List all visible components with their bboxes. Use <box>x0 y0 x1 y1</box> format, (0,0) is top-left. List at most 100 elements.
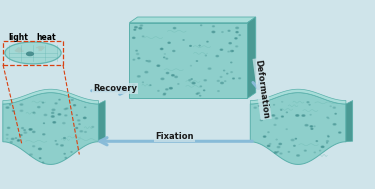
Circle shape <box>228 30 230 31</box>
Circle shape <box>286 112 287 113</box>
Circle shape <box>307 102 309 103</box>
Circle shape <box>7 138 8 139</box>
Circle shape <box>136 53 139 54</box>
Circle shape <box>328 118 329 119</box>
Circle shape <box>231 72 232 73</box>
Circle shape <box>277 146 280 148</box>
Polygon shape <box>251 89 346 104</box>
Circle shape <box>145 71 148 73</box>
Circle shape <box>238 78 240 79</box>
Circle shape <box>204 90 205 91</box>
Circle shape <box>265 116 267 117</box>
Circle shape <box>142 82 143 83</box>
Circle shape <box>29 129 32 130</box>
Circle shape <box>212 31 215 33</box>
Circle shape <box>231 50 233 52</box>
Circle shape <box>216 55 219 57</box>
Circle shape <box>30 129 32 130</box>
Circle shape <box>236 32 238 33</box>
Circle shape <box>136 50 137 51</box>
Circle shape <box>314 126 315 127</box>
Circle shape <box>282 116 284 117</box>
Circle shape <box>133 59 135 60</box>
Circle shape <box>254 107 257 108</box>
Circle shape <box>78 120 80 121</box>
Polygon shape <box>3 93 98 164</box>
Circle shape <box>172 75 174 76</box>
Circle shape <box>296 115 299 116</box>
Circle shape <box>208 68 211 69</box>
Circle shape <box>224 70 225 71</box>
Circle shape <box>291 139 294 141</box>
Circle shape <box>228 51 230 52</box>
Circle shape <box>133 84 135 85</box>
Circle shape <box>53 122 55 123</box>
Circle shape <box>43 162 44 163</box>
Ellipse shape <box>5 42 61 64</box>
Polygon shape <box>290 101 307 163</box>
Circle shape <box>204 80 206 81</box>
Circle shape <box>275 118 278 119</box>
Circle shape <box>175 76 177 77</box>
Circle shape <box>327 117 328 118</box>
Circle shape <box>168 42 170 43</box>
Circle shape <box>231 62 232 63</box>
Circle shape <box>199 45 200 46</box>
Circle shape <box>64 138 65 139</box>
Circle shape <box>65 157 67 158</box>
Polygon shape <box>98 101 105 142</box>
Circle shape <box>260 120 262 121</box>
Circle shape <box>39 158 41 159</box>
Circle shape <box>269 143 271 144</box>
Circle shape <box>22 128 24 129</box>
Text: Recovery: Recovery <box>93 84 137 93</box>
Circle shape <box>64 153 65 154</box>
Circle shape <box>170 88 172 89</box>
Circle shape <box>310 126 312 127</box>
Circle shape <box>18 139 20 140</box>
Circle shape <box>85 107 86 108</box>
Circle shape <box>38 106 40 108</box>
Circle shape <box>217 80 219 81</box>
Circle shape <box>30 154 32 155</box>
Circle shape <box>43 134 45 135</box>
Circle shape <box>166 72 169 74</box>
Circle shape <box>220 82 224 84</box>
Circle shape <box>27 52 33 56</box>
Circle shape <box>65 115 67 116</box>
Circle shape <box>8 127 10 128</box>
Circle shape <box>236 27 238 29</box>
Circle shape <box>321 146 324 147</box>
Circle shape <box>239 35 240 36</box>
Circle shape <box>84 117 86 119</box>
Circle shape <box>164 57 165 58</box>
Circle shape <box>133 37 135 38</box>
Circle shape <box>51 116 54 117</box>
Circle shape <box>233 78 234 79</box>
Circle shape <box>161 78 164 80</box>
Circle shape <box>326 141 328 142</box>
Circle shape <box>33 112 35 113</box>
Circle shape <box>173 50 175 52</box>
Circle shape <box>220 49 223 50</box>
Bar <box>3 41 63 65</box>
Circle shape <box>142 36 144 37</box>
Text: light: light <box>9 33 28 42</box>
Circle shape <box>232 50 234 51</box>
Circle shape <box>227 73 228 74</box>
Circle shape <box>17 140 20 141</box>
Circle shape <box>71 99 73 101</box>
Circle shape <box>42 102 44 103</box>
Circle shape <box>140 25 142 26</box>
Circle shape <box>56 144 58 145</box>
Circle shape <box>190 65 191 66</box>
Circle shape <box>311 128 313 129</box>
Circle shape <box>236 46 238 47</box>
Circle shape <box>79 124 80 125</box>
Circle shape <box>9 104 11 105</box>
Circle shape <box>166 89 168 90</box>
Circle shape <box>166 58 168 59</box>
Circle shape <box>268 107 270 108</box>
Circle shape <box>304 150 306 151</box>
Circle shape <box>320 150 321 151</box>
